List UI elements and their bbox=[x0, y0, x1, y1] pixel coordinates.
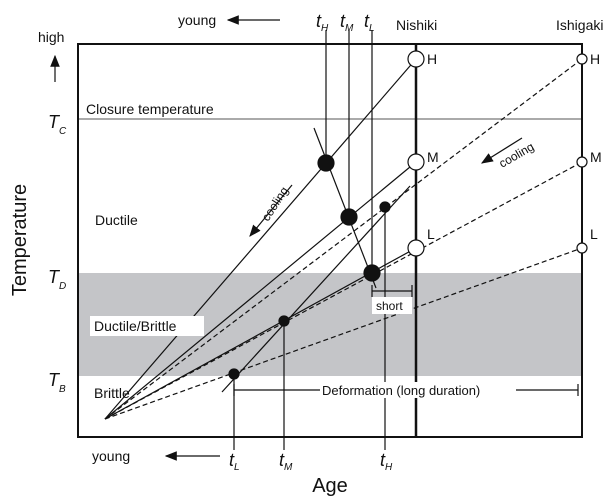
age-label: tH bbox=[380, 450, 393, 473]
age-label: tL bbox=[364, 11, 375, 34]
markers bbox=[228, 50, 588, 380]
point-label: H bbox=[590, 51, 600, 67]
deformation-label: Deformation (long duration) bbox=[322, 383, 480, 398]
temp-label: TB bbox=[48, 370, 66, 395]
cooling-label: cooling bbox=[259, 184, 291, 224]
label: young bbox=[92, 448, 130, 464]
zone-label: Ductile/Brittle bbox=[94, 318, 177, 334]
point-label: L bbox=[427, 226, 435, 242]
closure-label: Closure temperature bbox=[86, 101, 214, 117]
age-label: tM bbox=[340, 11, 354, 34]
point-label: M bbox=[590, 149, 602, 165]
point-label: H bbox=[427, 51, 437, 67]
point-label: L bbox=[590, 226, 598, 242]
frame bbox=[77, 43, 583, 438]
label: high bbox=[38, 29, 64, 45]
short-box bbox=[372, 297, 412, 314]
temp-label: TD bbox=[48, 267, 66, 292]
site-label: Nishiki bbox=[396, 17, 437, 33]
age-label: tM bbox=[279, 450, 293, 473]
x-axis-label: Age bbox=[312, 475, 348, 497]
paths bbox=[50, 15, 583, 461]
y-axis-label: Temperature bbox=[9, 184, 31, 296]
short-label: short bbox=[376, 299, 403, 313]
site-label: Ishigaki bbox=[556, 17, 603, 33]
label: young bbox=[178, 12, 216, 28]
age-label: tH bbox=[316, 11, 329, 34]
zone-label: Ductile bbox=[95, 212, 138, 228]
labels: young tH tM tL Nishiki Ishigaki high TC … bbox=[9, 11, 603, 497]
point-label: M bbox=[427, 149, 439, 165]
temp-label: TC bbox=[48, 112, 67, 137]
age-label: tL bbox=[229, 450, 240, 473]
zone-label: Brittle bbox=[94, 385, 130, 401]
cooling-label: cooling bbox=[497, 139, 537, 170]
